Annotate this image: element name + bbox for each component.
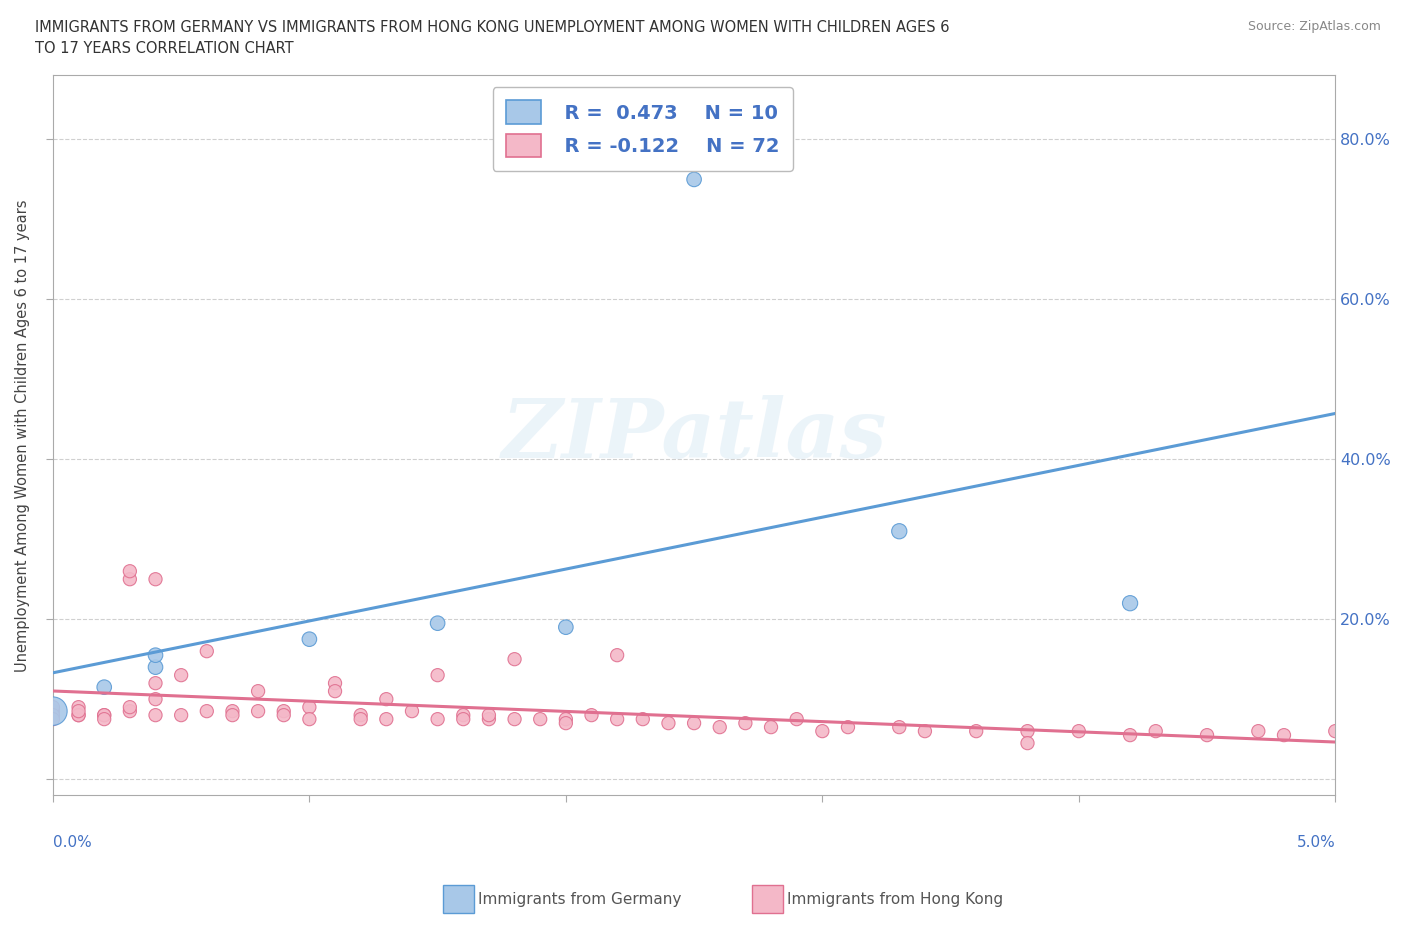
Text: 0.0%: 0.0% xyxy=(53,835,91,850)
Legend:   R =  0.473    N = 10,   R = -0.122    N = 72: R = 0.473 N = 10, R = -0.122 N = 72 xyxy=(492,86,793,171)
Point xyxy=(273,708,295,723)
Point xyxy=(93,711,115,726)
Point xyxy=(554,711,576,726)
Text: ZIPatlas: ZIPatlas xyxy=(502,395,887,475)
Point xyxy=(145,708,167,723)
Point xyxy=(42,711,65,726)
Point xyxy=(709,720,731,735)
Point xyxy=(247,704,270,719)
Point xyxy=(221,708,243,723)
Text: Source: ZipAtlas.com: Source: ZipAtlas.com xyxy=(1247,20,1381,33)
Point xyxy=(145,692,167,707)
Point xyxy=(375,692,398,707)
Point xyxy=(1324,724,1347,738)
Point xyxy=(298,711,321,726)
Point xyxy=(1144,724,1167,738)
Point xyxy=(581,708,603,723)
Point xyxy=(889,524,911,538)
Point xyxy=(1119,596,1142,611)
Point xyxy=(298,631,321,646)
Point xyxy=(426,711,449,726)
Point xyxy=(606,711,628,726)
Point xyxy=(93,708,115,723)
Point xyxy=(606,647,628,662)
Point xyxy=(1067,724,1090,738)
Point xyxy=(170,708,193,723)
Point xyxy=(195,704,218,719)
Point xyxy=(401,704,423,719)
Text: IMMIGRANTS FROM GERMANY VS IMMIGRANTS FROM HONG KONG UNEMPLOYMENT AMONG WOMEN WI: IMMIGRANTS FROM GERMANY VS IMMIGRANTS FR… xyxy=(35,20,949,35)
Text: Immigrants from Hong Kong: Immigrants from Hong Kong xyxy=(787,892,1004,907)
Point xyxy=(1017,736,1039,751)
Text: TO 17 YEARS CORRELATION CHART: TO 17 YEARS CORRELATION CHART xyxy=(35,41,294,56)
Point xyxy=(1272,727,1295,742)
Point xyxy=(554,716,576,731)
Point xyxy=(478,708,501,723)
Y-axis label: Unemployment Among Women with Children Ages 6 to 17 years: Unemployment Among Women with Children A… xyxy=(15,199,30,671)
Point xyxy=(298,699,321,714)
Point xyxy=(837,720,859,735)
Point xyxy=(451,708,474,723)
Point xyxy=(375,711,398,726)
Point xyxy=(889,720,911,735)
Point xyxy=(67,708,90,723)
Point xyxy=(145,676,167,691)
Point xyxy=(1195,727,1218,742)
Point xyxy=(118,704,141,719)
Point xyxy=(273,704,295,719)
Point xyxy=(42,704,65,719)
Point xyxy=(170,668,193,683)
Point xyxy=(965,724,987,738)
Point xyxy=(93,680,115,695)
Point xyxy=(195,644,218,658)
Point xyxy=(1119,727,1142,742)
Point xyxy=(42,708,65,723)
Point xyxy=(118,572,141,587)
Point xyxy=(529,711,551,726)
Point xyxy=(683,172,706,187)
Point xyxy=(426,616,449,631)
Point xyxy=(786,711,808,726)
Point xyxy=(350,708,373,723)
Point xyxy=(631,711,654,726)
Text: 5.0%: 5.0% xyxy=(1296,835,1336,850)
Point xyxy=(1017,724,1039,738)
Point xyxy=(67,704,90,719)
Point xyxy=(42,704,65,719)
Point xyxy=(478,711,501,726)
Point xyxy=(503,652,526,667)
Point xyxy=(1247,724,1270,738)
Text: Immigrants from Germany: Immigrants from Germany xyxy=(478,892,682,907)
Point xyxy=(554,619,576,634)
Point xyxy=(426,668,449,683)
Point xyxy=(67,699,90,714)
Point xyxy=(657,716,679,731)
Point xyxy=(323,684,346,698)
Point xyxy=(323,676,346,691)
Point xyxy=(734,716,756,731)
Point xyxy=(221,704,243,719)
Point xyxy=(683,716,706,731)
Point xyxy=(67,708,90,723)
Point xyxy=(350,711,373,726)
Point xyxy=(145,647,167,662)
Point xyxy=(145,659,167,674)
Point xyxy=(93,708,115,723)
Point xyxy=(451,711,474,726)
Point xyxy=(914,724,936,738)
Point xyxy=(42,699,65,714)
Point xyxy=(145,572,167,587)
Point xyxy=(118,564,141,578)
Point xyxy=(759,720,782,735)
Point xyxy=(247,684,270,698)
Point xyxy=(811,724,834,738)
Point xyxy=(503,711,526,726)
Point xyxy=(118,699,141,714)
